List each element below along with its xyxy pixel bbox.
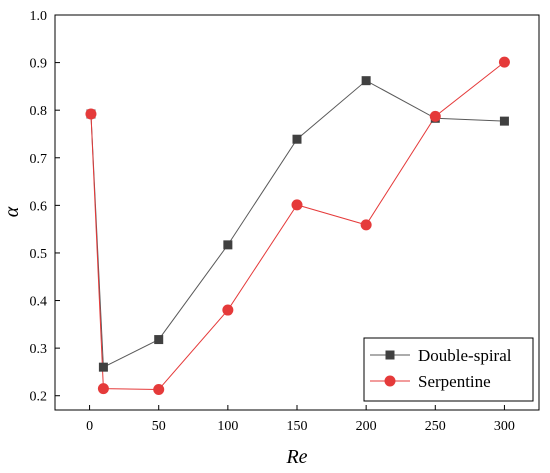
data-point-serpentine [85,108,97,120]
y-tick-label: 0.5 [30,247,48,262]
data-point-double-spiral [154,335,164,345]
y-tick-label: 0.9 [30,57,48,72]
x-tick-label: 0 [86,419,93,434]
data-point-serpentine [360,219,372,231]
y-tick-label: 0.3 [30,342,48,357]
x-axis-title: Re [285,446,307,468]
legend: Double-spiral Serpentine [363,337,534,402]
x-axis: 0 50 100 150 200 250 300 [86,405,515,434]
legend-marker-double-spiral [385,350,395,360]
data-point-double-spiral [98,362,108,372]
data-point-double-spiral [361,76,371,86]
series-line-double-spiral [90,80,505,368]
legend-label-double-spiral: Double-spiral [418,346,512,365]
legend-box [363,337,534,402]
x-tick-label: 200 [356,419,377,434]
y-tick-label: 0.4 [30,295,48,310]
x-tick-label: 250 [425,419,446,434]
y-axis: 0.2 0.3 0.4 0.5 0.6 0.7 0.8 0.9 1.0 [30,9,60,405]
x-tick-label: 100 [217,419,238,434]
data-point-serpentine [97,383,109,395]
x-tick-label: 300 [494,419,515,434]
legend-marker-serpentine [384,375,396,387]
y-tick-label: 1.0 [30,9,48,24]
x-tick-label: 150 [287,419,308,434]
legend-label-serpentine: Serpentine [418,372,491,391]
data-point-serpentine [291,199,303,211]
x-tick-label: 50 [152,419,166,434]
data-point-double-spiral [499,116,509,126]
data-point-double-spiral [292,134,302,144]
y-tick-label: 0.7 [30,152,48,167]
y-axis-title: α [1,206,23,217]
series-line-serpentine [90,61,505,391]
data-point-double-spiral [223,240,233,250]
data-point-serpentine [498,56,510,68]
y-tick-label: 0.6 [30,199,48,214]
data-point-serpentine [222,304,234,316]
series-layer [85,56,510,396]
data-point-serpentine [153,384,165,396]
data-point-serpentine [429,110,441,122]
y-tick-label: 0.2 [30,390,48,405]
y-tick-label: 0.8 [30,104,48,119]
